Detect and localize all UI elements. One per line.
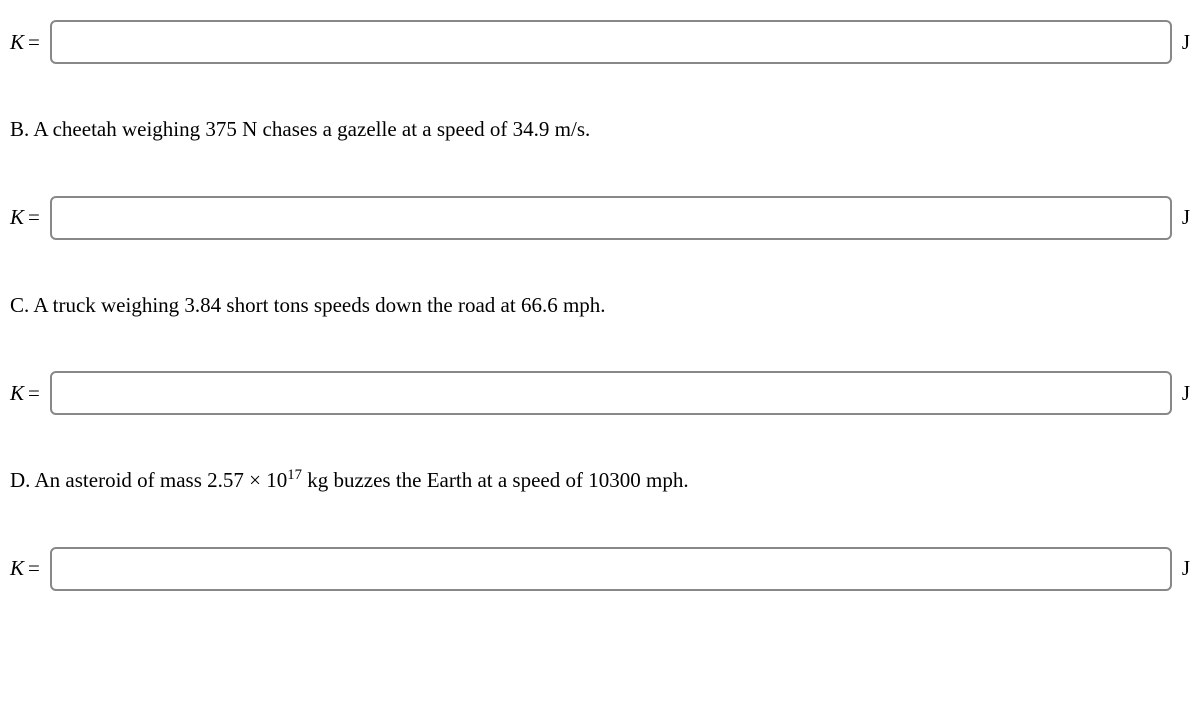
exponent: 17: [287, 467, 302, 483]
question-d: D. An asteroid of mass 2.57 × 1017 kg bu…: [10, 465, 1190, 497]
question-prefix: B.: [10, 117, 33, 141]
answer-row-c: K = J: [10, 371, 1190, 415]
equals-sign: =: [28, 381, 40, 406]
variable-label: K: [10, 30, 24, 55]
question-c: C. A truck weighing 3.84 short tons spee…: [10, 290, 1190, 322]
variable-label: K: [10, 556, 24, 581]
unit-label: J: [1182, 556, 1190, 581]
question-b: B. A cheetah weighing 375 N chases a gaz…: [10, 114, 1190, 146]
question-text-before: An asteroid of mass 2.57 × 10: [35, 468, 288, 492]
answer-input-c[interactable]: [50, 371, 1172, 415]
question-prefix: D.: [10, 468, 35, 492]
answer-row-a: K = J: [10, 20, 1190, 64]
question-text-after: kg buzzes the Earth at a speed of 10300 …: [302, 468, 689, 492]
variable-label: K: [10, 205, 24, 230]
answer-input-b[interactable]: [50, 196, 1172, 240]
answer-row-b: K = J: [10, 196, 1190, 240]
equals-sign: =: [28, 205, 40, 230]
question-text-content: A cheetah weighing 375 N chases a gazell…: [33, 117, 590, 141]
equals-sign: =: [28, 556, 40, 581]
answer-input-a[interactable]: [50, 20, 1172, 64]
equals-sign: =: [28, 30, 40, 55]
unit-label: J: [1182, 205, 1190, 230]
variable-label: K: [10, 381, 24, 406]
question-text-content: A truck weighing 3.84 short tons speeds …: [33, 293, 605, 317]
unit-label: J: [1182, 381, 1190, 406]
answer-row-d: K = J: [10, 547, 1190, 591]
question-prefix: C.: [10, 293, 33, 317]
answer-input-d[interactable]: [50, 547, 1172, 591]
unit-label: J: [1182, 30, 1190, 55]
